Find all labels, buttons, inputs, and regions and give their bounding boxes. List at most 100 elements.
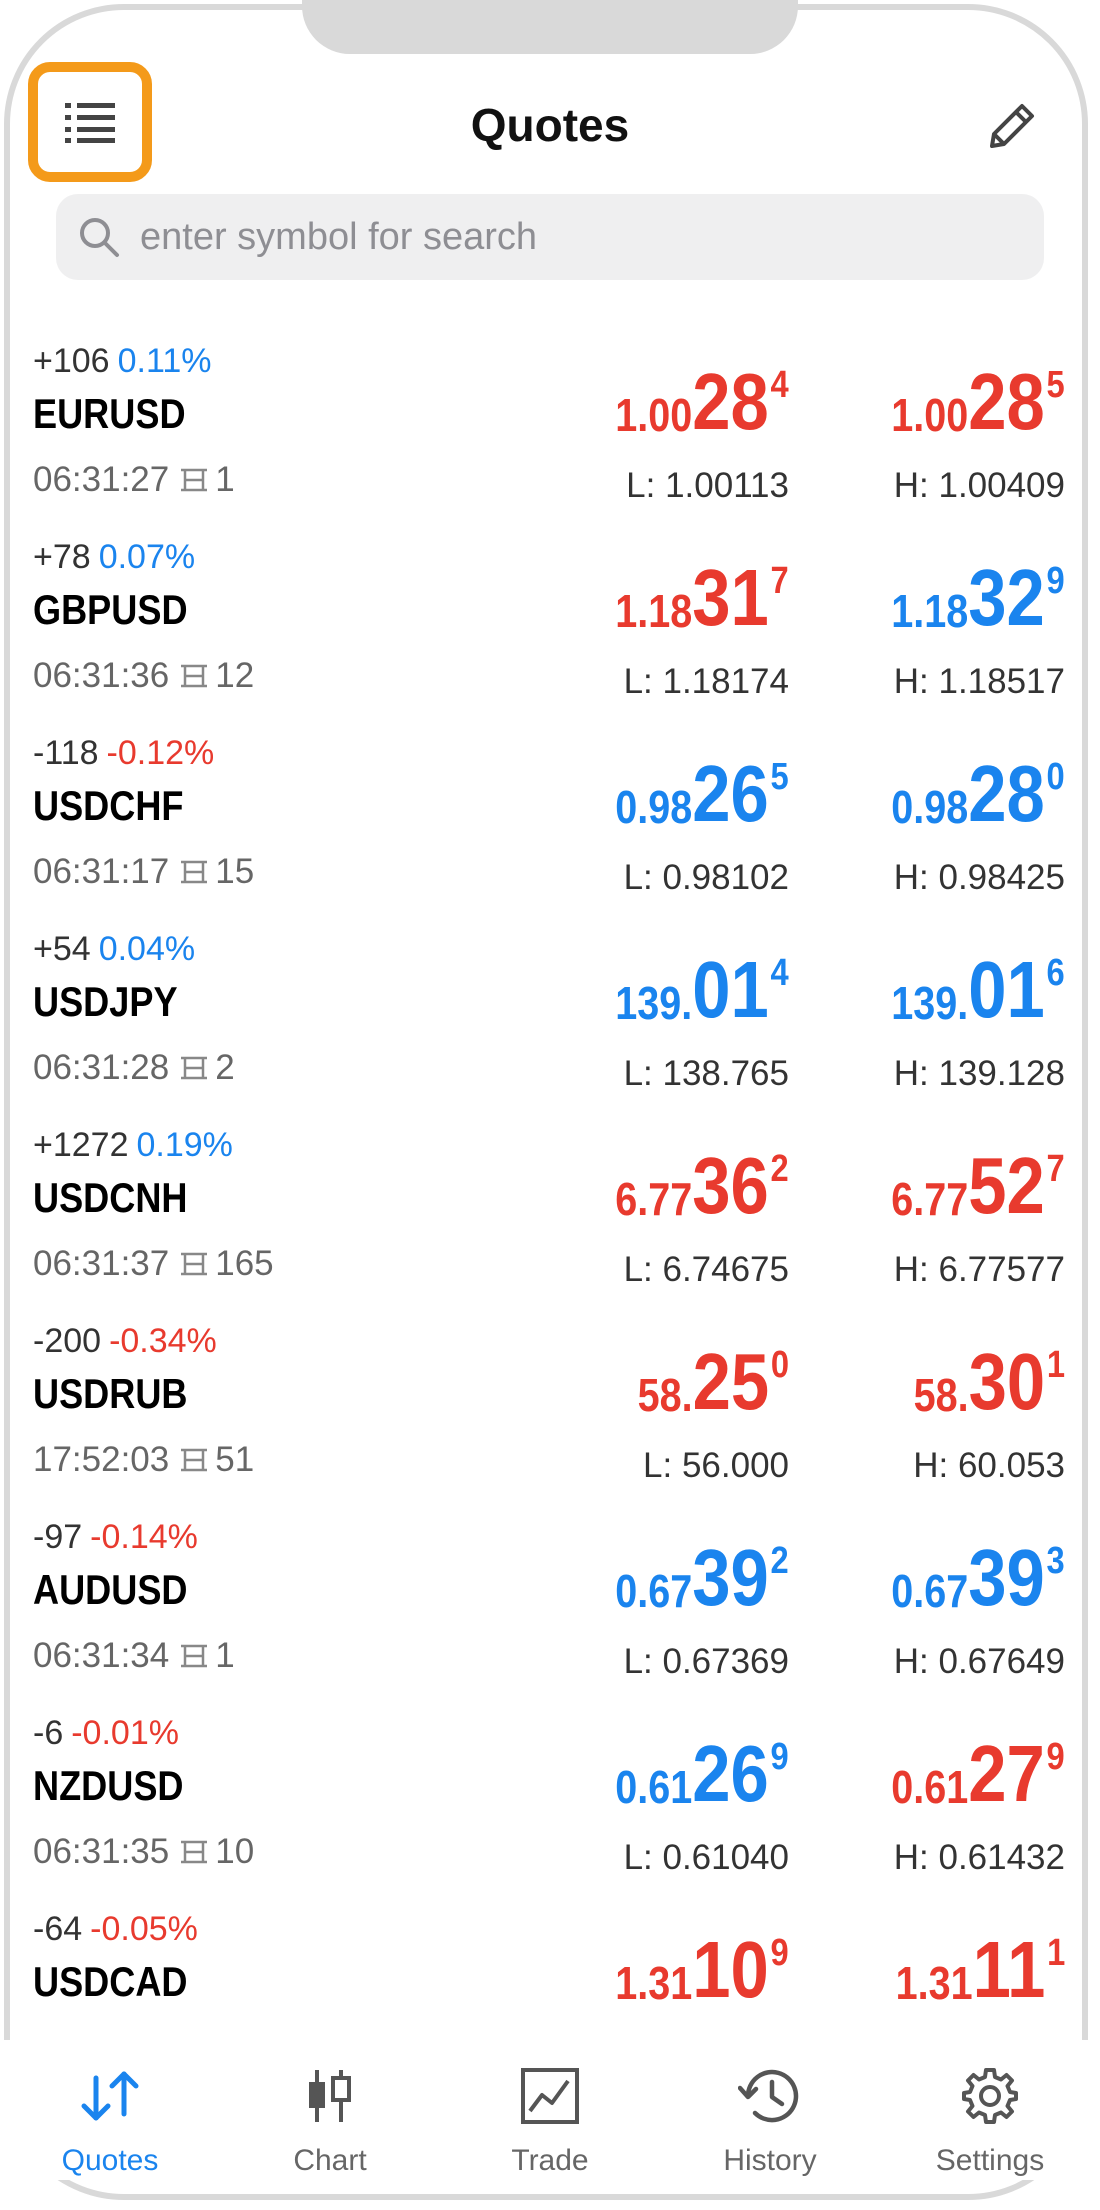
bid-price-pips: 01 (692, 945, 770, 1034)
edit-button[interactable] (982, 96, 1042, 156)
tab-label: History (723, 2144, 817, 2177)
bid-price-prefix: 1.31 (615, 1957, 693, 2009)
quote-row[interactable]: -118 -0.12% USDCHF 06:31:17 15 0.98 26 5 0.… (0, 722, 1100, 918)
quote-symbol: USDCNH (33, 1174, 188, 1221)
quote-spread: 12 (215, 656, 255, 695)
bid-price-fraction: 5 (770, 756, 789, 798)
bid-price-fraction: 4 (770, 364, 789, 406)
bid-price[interactable]: 6.77 36 2 (616, 1146, 789, 1226)
bid-price-pips: 39 (692, 1533, 770, 1622)
bid-price-prefix: 0.61 (615, 1761, 693, 1813)
quote-change: -64 -0.05% (33, 1910, 198, 1949)
bid-price[interactable]: 58. 25 0 (638, 1342, 789, 1422)
quote-time-spread: 06:31:37 165 (33, 1244, 274, 1284)
ask-price-fraction: 9 (1046, 560, 1065, 602)
quote-high: H: 60.053 (913, 1446, 1065, 1485)
tab-quotes[interactable]: Quotes (10, 2040, 210, 2180)
ask-price[interactable]: 0.67 39 3 (892, 1538, 1065, 1618)
ask-price-prefix: 0.98 (891, 781, 969, 833)
search-bar[interactable] (56, 194, 1044, 280)
quote-low: L: 138.765 (623, 1054, 789, 1093)
quote-spread: 2 (215, 1048, 235, 1087)
quote-high: H: 139.128 (893, 1054, 1065, 1093)
quote-row[interactable]: -200 -0.34% USDRUB 17:52:03 51 58. 25 0 58.… (0, 1310, 1100, 1506)
quote-time-spread: 06:31:35 10 (33, 1832, 254, 1872)
quote-time-spread: 06:31:34 1 (33, 1636, 235, 1676)
quote-low: L: 0.67369 (623, 1642, 789, 1681)
quote-high: H: 1.18517 (893, 662, 1065, 701)
ask-price-pips: 30 (968, 1337, 1046, 1426)
quote-high: H: 6.77577 (893, 1250, 1065, 1289)
bid-price-prefix: 58. (637, 1369, 693, 1421)
ask-price[interactable]: 139. 01 6 (892, 950, 1065, 1030)
quote-time: 06:31:17 (33, 852, 170, 891)
tab-settings[interactable]: Settings (890, 2040, 1090, 2180)
tab-bar: Quotes Chart Trade (0, 2040, 1100, 2180)
menu-button[interactable] (28, 62, 152, 182)
quote-low: L: 0.98102 (623, 858, 789, 897)
ask-price-pips: 52 (968, 1141, 1046, 1230)
quote-change-percent: -0.34% (109, 1322, 217, 1360)
quote-spread: 51 (215, 1440, 255, 1479)
history-clock-icon (738, 2069, 799, 2123)
quote-symbol: EURUSD (33, 390, 186, 437)
ask-price[interactable]: 1.18 32 9 (892, 558, 1065, 638)
quote-row[interactable]: -97 -0.14% AUDUSD 06:31:34 1 0.67 39 2 0.67… (0, 1506, 1100, 1702)
ask-price[interactable]: 6.77 52 7 (892, 1146, 1065, 1226)
tab-history[interactable]: History (670, 2040, 870, 2180)
quote-row[interactable]: +106 0.11% EURUSD 06:31:27 1 1.00 28 4 1.00… (0, 330, 1100, 526)
bid-price[interactable]: 139. 01 4 (616, 950, 789, 1030)
quote-change: +54 0.04% (33, 930, 195, 969)
ask-price-fraction: 9 (1046, 1736, 1065, 1778)
quote-change-percent: -0.12% (106, 734, 215, 772)
quote-change: +106 0.11% (33, 342, 211, 381)
bid-price-prefix: 1.18 (615, 585, 693, 637)
quote-spread: 10 (215, 1832, 255, 1871)
quote-row[interactable]: +78 0.07% GBPUSD 06:31:36 12 1.18 31 7 1.18… (0, 526, 1100, 722)
bid-price-pips: 26 (692, 749, 770, 838)
bid-price[interactable]: 0.61 26 9 (616, 1734, 789, 1814)
quote-change-points: -200 (33, 1322, 102, 1360)
quote-time: 06:31:35 (33, 1832, 170, 1871)
quote-row[interactable]: -64 -0.05% USDCAD 1.31 10 9 1.31 11 1 (0, 1898, 1100, 2094)
search-input[interactable] (138, 214, 1002, 260)
trade-chart-icon (521, 2068, 579, 2124)
bid-price[interactable]: 1.31 10 9 (616, 1930, 789, 2010)
quote-change-percent: 0.04% (98, 930, 196, 968)
bid-price-fraction: 9 (770, 1736, 789, 1778)
quote-high: H: 1.00409 (893, 466, 1065, 505)
quote-change-points: +78 (33, 538, 91, 576)
quote-row[interactable]: +54 0.04% USDJPY 06:31:28 2 139. 01 4 139. 0… (0, 918, 1100, 1114)
bid-price-fraction: 4 (770, 952, 789, 994)
quote-change: +1272 0.19% (33, 1126, 233, 1165)
quote-change: -97 -0.14% (33, 1518, 198, 1557)
bid-price-prefix: 0.98 (615, 781, 693, 833)
ask-price-fraction: 6 (1046, 952, 1065, 994)
ask-price[interactable]: 58. 30 1 (914, 1342, 1065, 1422)
quote-low: L: 1.00113 (626, 466, 789, 505)
ask-price-fraction: 3 (1046, 1540, 1065, 1582)
bid-price[interactable]: 1.18 31 7 (616, 558, 789, 638)
spread-icon (181, 664, 208, 688)
ask-price[interactable]: 1.00 28 5 (892, 362, 1065, 442)
ask-price[interactable]: 0.61 27 9 (892, 1734, 1065, 1814)
tab-trade[interactable]: Trade (450, 2040, 650, 2180)
quote-symbol: USDCHF (33, 782, 184, 829)
quote-change: +78 0.07% (33, 538, 195, 577)
quote-row[interactable]: +1272 0.19% USDCNH 06:31:37 165 6.77 36 2 6… (0, 1114, 1100, 1310)
bid-price-pips: 28 (692, 357, 770, 446)
bid-price[interactable]: 0.67 39 2 (616, 1538, 789, 1618)
quote-high: H: 0.98425 (893, 858, 1065, 897)
quote-low: L: 56.000 (643, 1446, 789, 1485)
quote-change-percent: 0.07% (98, 538, 196, 576)
bid-price[interactable]: 0.98 26 5 (616, 754, 789, 834)
quote-row[interactable]: -6 -0.01% NZDUSD 06:31:35 10 0.61 26 9 0.61… (0, 1702, 1100, 1898)
bid-price[interactable]: 1.00 28 4 (616, 362, 789, 442)
ask-price-fraction: 1 (1046, 1932, 1065, 1974)
ask-price[interactable]: 0.98 28 0 (892, 754, 1065, 834)
tab-label: Trade (511, 2144, 589, 2177)
tab-chart[interactable]: Chart (230, 2040, 430, 2180)
quote-time: 06:31:27 (33, 460, 170, 499)
ask-price[interactable]: 1.31 11 1 (895, 1930, 1065, 2010)
spread-icon (181, 860, 208, 884)
